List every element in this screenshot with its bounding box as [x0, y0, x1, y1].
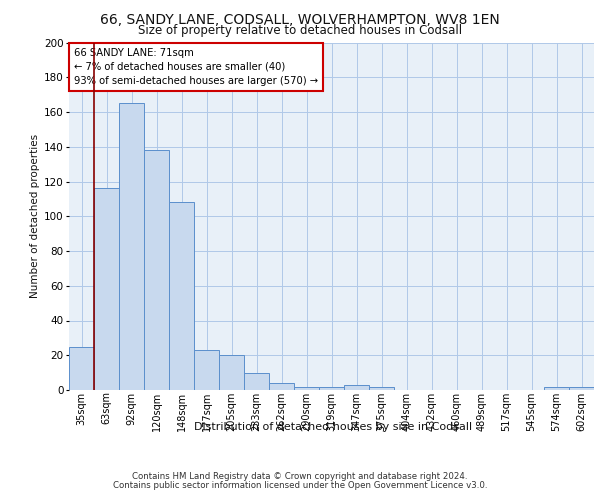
Text: Contains HM Land Registry data © Crown copyright and database right 2024.: Contains HM Land Registry data © Crown c… [132, 472, 468, 481]
Bar [319, 386, 344, 390]
Y-axis label: Number of detached properties: Number of detached properties [29, 134, 40, 298]
Bar [294, 386, 319, 390]
Text: Size of property relative to detached houses in Codsall: Size of property relative to detached ho… [138, 24, 462, 37]
Bar [69, 346, 94, 390]
Bar [544, 386, 569, 390]
Bar [369, 386, 394, 390]
Bar [194, 350, 219, 390]
Text: Distribution of detached houses by size in Codsall: Distribution of detached houses by size … [194, 422, 472, 432]
Bar [344, 385, 369, 390]
Bar [169, 202, 194, 390]
Bar [94, 188, 119, 390]
Bar [269, 383, 294, 390]
Bar [244, 372, 269, 390]
Bar [219, 355, 244, 390]
Text: 66, SANDY LANE, CODSALL, WOLVERHAMPTON, WV8 1EN: 66, SANDY LANE, CODSALL, WOLVERHAMPTON, … [100, 12, 500, 26]
Bar [144, 150, 169, 390]
Bar [569, 386, 594, 390]
Bar [119, 104, 144, 390]
Text: 66 SANDY LANE: 71sqm
← 7% of detached houses are smaller (40)
93% of semi-detach: 66 SANDY LANE: 71sqm ← 7% of detached ho… [74, 48, 319, 86]
Text: Contains public sector information licensed under the Open Government Licence v3: Contains public sector information licen… [113, 481, 487, 490]
